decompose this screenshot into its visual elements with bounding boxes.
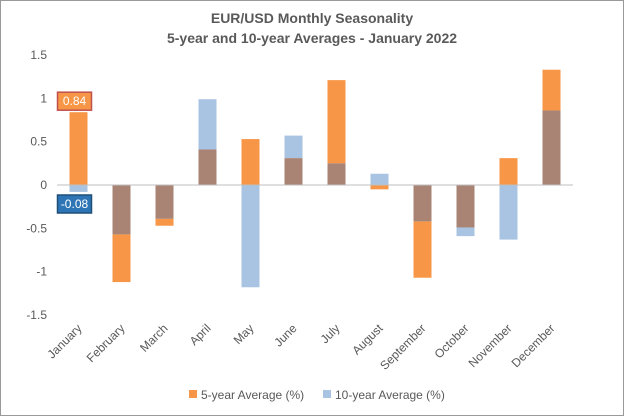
y-tick-label: -1.5 [26, 308, 47, 322]
x-tick-label-september: September [377, 321, 428, 372]
bar-overlap-july [327, 163, 346, 185]
bars-group [69, 69, 561, 288]
bar-10yr-may [241, 185, 260, 288]
legend-swatch-5yr [189, 390, 197, 398]
bar-10yr-april [198, 99, 217, 150]
x-tick-label-february: February [84, 321, 128, 365]
data-label: -0.08 [61, 197, 89, 211]
bar-overlap-march [155, 185, 174, 219]
bar-10yr-january [69, 185, 88, 192]
legend-label-5yr: 5-year Average (%) [201, 388, 304, 402]
y-tick-label: 0 [40, 178, 47, 192]
bar-5yr-january [69, 112, 88, 185]
y-tick-label: 1.5 [30, 48, 47, 62]
x-tick-label-june: June [271, 321, 300, 350]
x-axis: January February March April May June July Augu… [45, 321, 558, 373]
bar-overlap-september [413, 185, 432, 222]
chart-subtitle: 5-year and 10-year Averages - January 20… [167, 30, 457, 46]
data-labels: 0.84 -0.08 [56, 91, 93, 214]
bar-5yr-september [413, 221, 432, 278]
x-tick-label-january: January [45, 321, 85, 361]
x-tick-label-may: May [231, 321, 257, 347]
legend-swatch-10yr [323, 390, 331, 398]
bar-10yr-october [456, 227, 475, 237]
x-tick-label-october: October [432, 321, 472, 361]
bar-5yr-february [112, 234, 131, 283]
chart-title: EUR/USD Monthly Seasonality [211, 10, 413, 26]
bar-overlap-june [284, 158, 303, 185]
x-tick-label-august: August [349, 321, 386, 358]
bar-overlap-february [112, 185, 131, 235]
bar-5yr-december [542, 69, 561, 111]
x-tick-label-march: March [137, 321, 170, 354]
bar-5yr-august [370, 185, 389, 190]
bar-10yr-august [370, 173, 389, 185]
y-tick-label: -0.5 [26, 221, 47, 235]
y-tick-label: -1 [36, 265, 47, 279]
x-tick-label-april: April [187, 321, 214, 348]
data-label-box [56, 91, 93, 111]
bar-overlap-april [198, 149, 217, 185]
bar-10yr-june [284, 135, 303, 159]
y-tick-label: 1 [40, 91, 47, 105]
data-label-box [56, 194, 93, 214]
bar-overlap-december [542, 110, 561, 185]
bar-10yr-november [499, 185, 518, 240]
legend: 5-year Average (%) 10-year Average (%) [189, 388, 445, 402]
bar-5yr-march [155, 218, 174, 226]
data-label: 0.84 [63, 94, 87, 108]
x-tick-label-december: December [509, 321, 558, 370]
legend-label-10yr: 10-year Average (%) [335, 388, 445, 402]
x-tick-label-november: November [466, 321, 515, 370]
bar-5yr-july [327, 80, 346, 164]
bar-overlap-october [456, 185, 475, 228]
x-tick-label-july: July [318, 321, 343, 346]
y-tick-label: 0.5 [30, 135, 47, 149]
y-axis: 1.5 1 0.5 0 -0.5 -1 -1.5 [26, 48, 47, 322]
bar-5yr-november [499, 158, 518, 185]
bar-5yr-may [241, 139, 260, 185]
